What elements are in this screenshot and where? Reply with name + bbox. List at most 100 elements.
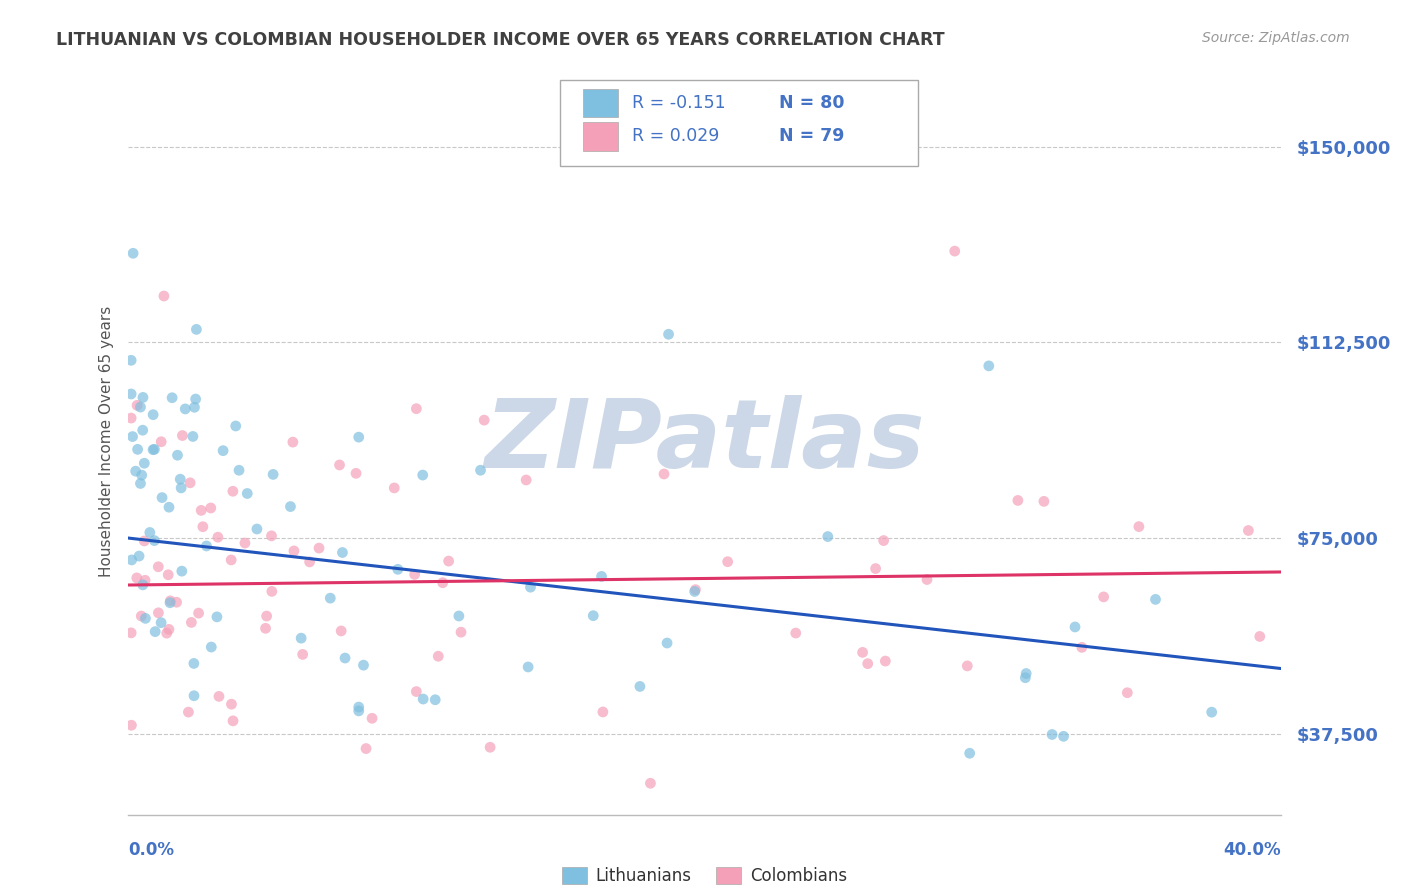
Point (122, 246, 145, 260)
Point (817, 530, 839, 544)
Point (685, 582, 707, 597)
Point (195, 539, 218, 553)
Text: LITHUANIAN VS COLOMBIAN HOUSEHOLDER INCOME OVER 65 YEARS CORRELATION CHART: LITHUANIAN VS COLOMBIAN HOUSEHOLDER INCO… (56, 31, 945, 49)
Point (174, 401, 197, 416)
Point (129, 400, 152, 414)
Point (256, 609, 278, 624)
Point (222, 484, 245, 499)
Point (219, 553, 242, 567)
Bar (583, 122, 619, 151)
Point (347, 700, 370, 714)
Point (640, 776, 662, 790)
Point (157, 567, 180, 582)
Point (260, 529, 283, 543)
Point (262, 467, 284, 482)
Point (519, 580, 541, 594)
Text: R = 0.029: R = 0.029 (631, 128, 720, 145)
Point (170, 564, 193, 578)
Point (186, 322, 208, 336)
Point (347, 704, 370, 718)
Point (205, 610, 228, 624)
Text: R = -0.151: R = -0.151 (631, 94, 725, 112)
Point (179, 475, 201, 490)
Point (308, 541, 330, 555)
Point (354, 741, 377, 756)
Point (208, 690, 231, 704)
Point (683, 584, 706, 599)
Point (344, 467, 367, 481)
Text: 0.0%: 0.0% (128, 840, 174, 859)
Point (283, 544, 305, 558)
Point (785, 626, 807, 640)
Point (132, 391, 155, 405)
Point (852, 645, 875, 659)
Point (125, 398, 148, 412)
Point (717, 555, 740, 569)
Point (156, 626, 179, 640)
Point (222, 714, 245, 728)
Point (246, 522, 269, 536)
Legend: Lithuanians, Colombians: Lithuanians, Colombians (555, 861, 853, 892)
Point (183, 657, 205, 671)
Point (1015, 666, 1038, 681)
Point (347, 430, 370, 444)
Point (1032, 494, 1054, 508)
Point (432, 575, 454, 590)
Point (412, 692, 434, 706)
Y-axis label: Householder Income Over 65 years: Householder Income Over 65 years (100, 306, 114, 577)
Point (228, 463, 250, 477)
Point (233, 536, 256, 550)
Point (1052, 729, 1074, 743)
Point (856, 657, 879, 671)
Point (143, 533, 166, 548)
Point (319, 591, 342, 606)
Point (956, 659, 979, 673)
Point (405, 401, 427, 416)
Point (959, 746, 981, 760)
Point (591, 569, 613, 583)
Point (628, 680, 651, 694)
Point (131, 468, 153, 483)
Point (170, 481, 193, 495)
Point (872, 533, 894, 548)
Point (120, 411, 142, 425)
Point (225, 419, 247, 434)
Point (977, 359, 1000, 373)
Point (153, 289, 176, 303)
Point (447, 609, 470, 624)
Point (330, 624, 353, 638)
Point (150, 491, 173, 505)
Point (387, 562, 409, 576)
Point (134, 533, 156, 548)
Point (124, 464, 146, 478)
Point (915, 573, 938, 587)
Point (1116, 686, 1139, 700)
Point (166, 448, 188, 462)
Point (150, 615, 173, 630)
Point (655, 636, 678, 650)
Point (412, 468, 434, 483)
Point (183, 401, 205, 415)
Point (148, 559, 170, 574)
Point (943, 244, 966, 259)
Text: N = 80: N = 80 (779, 94, 845, 112)
Point (181, 429, 204, 443)
Point (132, 578, 155, 592)
Point (298, 555, 321, 569)
Point (1144, 592, 1167, 607)
Point (652, 467, 675, 481)
Point (134, 456, 156, 470)
Point (183, 689, 205, 703)
Point (437, 554, 460, 568)
Text: N = 79: N = 79 (779, 128, 845, 145)
Point (291, 648, 314, 662)
Point (353, 658, 375, 673)
Point (260, 584, 283, 599)
Point (172, 428, 194, 442)
Point (582, 608, 605, 623)
Point (405, 684, 427, 698)
Point (592, 705, 614, 719)
Point (333, 651, 356, 665)
Point (169, 472, 191, 486)
Point (142, 442, 165, 457)
